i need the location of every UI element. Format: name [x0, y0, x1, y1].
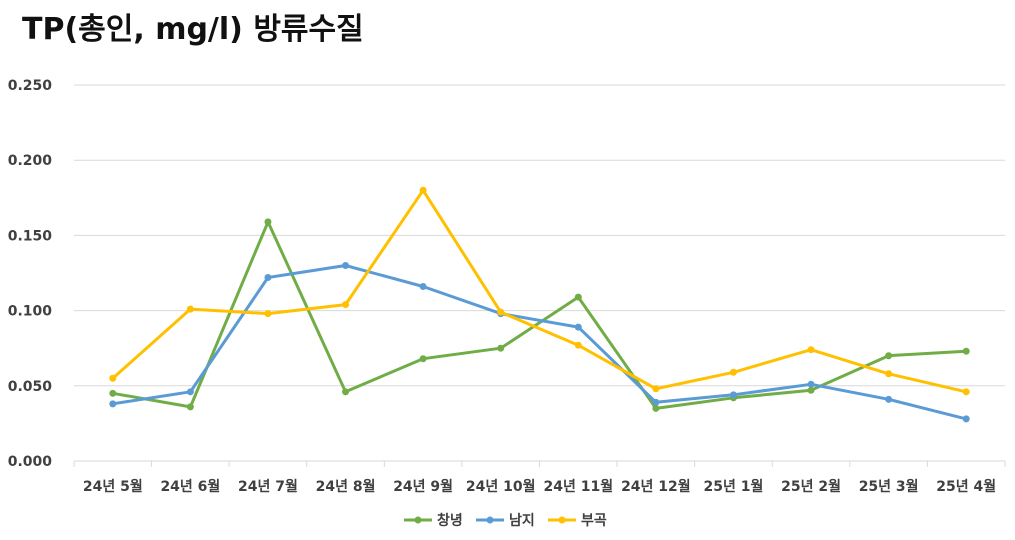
series-line [111, 188, 968, 394]
data-point [109, 400, 117, 408]
data-point [652, 404, 660, 412]
data-point [419, 355, 427, 363]
data-point [342, 261, 350, 269]
x-tick-label: 25년 2월 [781, 478, 841, 495]
data-point [342, 388, 350, 396]
y-tick-label: 0.250 [8, 78, 53, 94]
y-tick-label: 0.200 [8, 153, 53, 169]
legend-marker [558, 516, 566, 524]
data-point [342, 301, 350, 309]
data-point [729, 391, 737, 399]
legend-item: 남지 [476, 512, 535, 529]
data-point [419, 283, 427, 291]
data-point [885, 370, 893, 378]
data-point [264, 218, 272, 226]
data-point [109, 374, 117, 382]
x-axis [73, 460, 1006, 467]
legend-label: 남지 [509, 512, 535, 529]
legend-label: 창녕 [437, 512, 463, 529]
series-부곡 [109, 186, 970, 396]
data-point [264, 310, 272, 318]
x-tick-label: 24년 12월 [621, 478, 691, 495]
data-point [807, 380, 815, 388]
legend-item: 부곡 [548, 513, 607, 529]
data-point [497, 344, 505, 352]
series-line [111, 264, 968, 421]
data-point [885, 395, 893, 403]
data-point [652, 398, 660, 406]
x-axis-ticks: 24년 5월 24년 6월 24년 7월 24년 8월 24년 9월 24년 10월 24년… [83, 478, 996, 495]
series-남지 [109, 261, 970, 423]
x-tick-label: 24년 6월 [160, 478, 220, 495]
data-point [186, 388, 194, 396]
x-tick-label: 24년 7월 [238, 478, 298, 495]
x-tick-label: 24년 11월 [543, 478, 613, 495]
data-point [497, 308, 505, 316]
x-tick-label: 24년 8월 [316, 478, 376, 495]
data-point [807, 386, 815, 394]
data-point [962, 388, 970, 396]
legend-marker [414, 516, 422, 524]
data-point [186, 305, 194, 313]
series-창녕 [109, 218, 970, 412]
x-tick-label: 25년 3월 [859, 478, 919, 495]
data-point [109, 389, 117, 397]
data-point [729, 368, 737, 376]
x-tick-label: 24년 10월 [466, 478, 536, 495]
gridlines [74, 84, 1005, 387]
y-tick-label: 0.100 [8, 304, 53, 320]
x-tick-label: 24년 5월 [83, 478, 143, 495]
legend-item: 창녕 [404, 512, 463, 529]
y-tick-label: 0.000 [8, 454, 53, 470]
data-point [807, 346, 815, 354]
x-tick-label: 24년 9월 [393, 478, 453, 495]
series-line [111, 220, 968, 410]
legend-marker [486, 516, 494, 524]
data-point [962, 347, 970, 355]
data-point [574, 293, 582, 301]
data-point [419, 186, 427, 194]
legend: 창녕 남지 부곡 [404, 512, 607, 529]
data-point [962, 415, 970, 423]
chart-title: TP(총인, mg/l) 방류수질 [22, 12, 364, 47]
y-tick-label: 0.150 [8, 228, 53, 244]
data-point [264, 274, 272, 282]
data-point [885, 352, 893, 360]
y-axis-ticks: 0.000 0.050 0.100 0.150 0.200 0.250 [8, 78, 53, 470]
data-point [652, 385, 660, 393]
series-lines [109, 186, 970, 423]
data-point [574, 341, 582, 349]
data-point [186, 403, 194, 411]
y-tick-label: 0.050 [8, 379, 53, 395]
x-tick-label: 25년 1월 [704, 478, 764, 495]
data-point [574, 323, 582, 331]
legend-label: 부곡 [581, 513, 607, 529]
x-tick-label: 25년 4월 [936, 478, 996, 495]
